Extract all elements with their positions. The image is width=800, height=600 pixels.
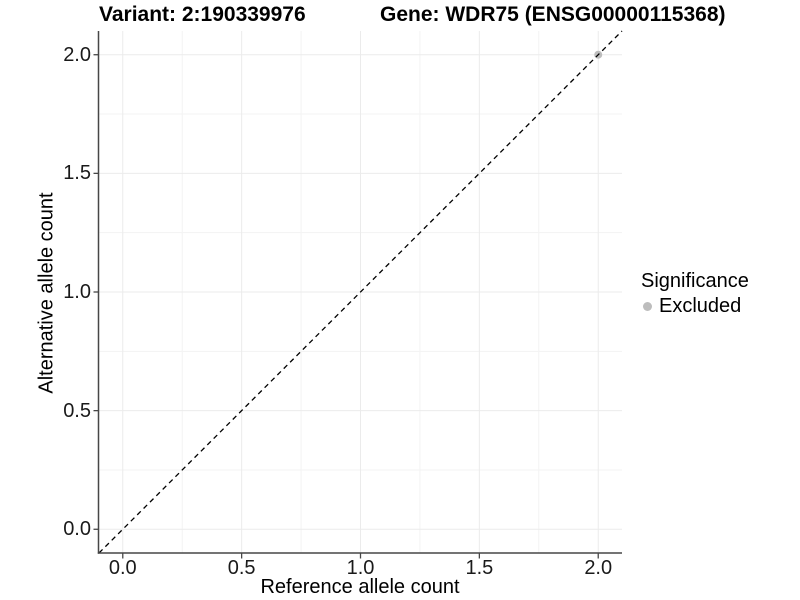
legend: Significance Excluded — [641, 269, 749, 317]
identity-dashed-line — [98, 30, 623, 554]
x-tick-label: 0.5 — [227, 557, 256, 579]
legend-item: Excluded — [643, 295, 749, 317]
y-axis-title: Alternative allele count — [35, 192, 58, 394]
x-axis-title: Reference allele count — [260, 576, 460, 598]
x-tick-label: 2.0 — [584, 557, 613, 579]
axis-ticks — [93, 54, 599, 559]
x-tick-label: 1.0 — [346, 557, 375, 579]
x-tick-label: 1.5 — [465, 557, 494, 579]
y-tick-label: 1.0 — [63, 281, 91, 303]
variant-title: Variant: 2:190339976 — [99, 3, 306, 26]
legend-point-icon — [643, 301, 652, 311]
y-tick-label: 2.0 — [63, 43, 91, 66]
y-tick-label: 0.0 — [63, 518, 91, 541]
x-tick-label: 0.0 — [108, 557, 137, 579]
legend-item-label: Excluded — [659, 295, 742, 317]
identity-line — [98, 30, 623, 554]
y-tick-label: 0.5 — [63, 399, 91, 422]
y-tick-label: 1.5 — [63, 162, 91, 185]
gene-title: Gene: WDR75 (ENSG00000115368) — [380, 3, 726, 26]
legend-items: Excluded — [641, 295, 749, 317]
legend-title: Significance — [641, 270, 749, 292]
